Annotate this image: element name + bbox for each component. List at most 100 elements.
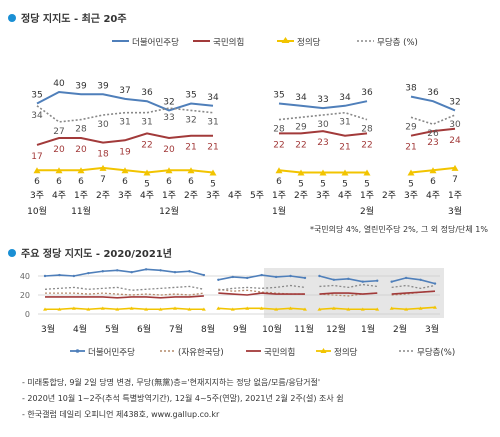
series2-point [346, 307, 351, 311]
series2-point [159, 269, 162, 272]
x-tick-label: 1주 [448, 190, 462, 201]
data-label: 32 [163, 97, 174, 107]
series2-point [433, 282, 437, 285]
series2-point [389, 306, 394, 310]
series2-point [246, 276, 249, 280]
data-point-marker [33, 167, 41, 174]
data-label: 31 [339, 118, 350, 128]
x-tick-label: 4주 [228, 190, 242, 201]
x-tick-label: 1주 [360, 190, 374, 201]
data-label: 22 [295, 140, 306, 150]
y-tick-label: 0 [25, 310, 30, 319]
legend-label: 무당층(%) [417, 347, 455, 358]
series2-line-2 [319, 292, 378, 295]
x-month-label: 4월 [73, 323, 87, 335]
data-point-marker [451, 164, 459, 171]
chart2-legend: 더불어민주당 (자유한국당) 국민의힘 정의당 무당층(%) [70, 347, 455, 358]
data-label: 23 [427, 138, 438, 148]
series2-point [187, 307, 192, 311]
legend-marker [281, 37, 290, 43]
series2-point [101, 270, 104, 273]
legend-label: 국민의힘 [213, 37, 244, 48]
x-tick-label: 2주 [96, 190, 110, 201]
y-tick-label: 40 [20, 272, 30, 281]
data-label: 31 [207, 118, 218, 128]
series2-point [202, 273, 206, 277]
x-month-label: 3월 [425, 323, 439, 335]
series2-point [129, 306, 134, 310]
data-label: 17 [31, 152, 42, 162]
x-month-label: 10월 [27, 205, 47, 217]
data-point-marker [77, 167, 85, 174]
data-label: 28 [273, 125, 285, 135]
series2-point [404, 276, 408, 280]
data-label: 30 [317, 120, 329, 130]
chart2-plot: 0 20 40 3월 4월 5월 6월 7월 8월 9월 10월 11월 12월 1월 2월 3월 [20, 268, 444, 335]
x-month-label: 6월 [137, 323, 151, 335]
legend-label: 더불어민주당 [132, 37, 179, 48]
data-label: 37 [119, 86, 130, 96]
series2-point [144, 307, 149, 311]
series2-point [230, 307, 235, 311]
data-label: 20 [75, 145, 87, 155]
x-month-label: 3월 [448, 205, 462, 217]
series2-point [361, 280, 364, 283]
series2-point [376, 279, 379, 282]
data-point-marker [99, 164, 107, 171]
series2-point [201, 307, 206, 311]
data-label: 24 [449, 136, 461, 146]
data-label: 26 [427, 129, 439, 139]
data-label: 39 [75, 81, 87, 91]
series2-point [259, 306, 264, 310]
legend-marker [320, 348, 327, 353]
series-line-3 [36, 105, 214, 123]
x-month-label: 7월 [169, 323, 183, 335]
series2-point [245, 306, 250, 310]
title-bullet-icon [8, 14, 16, 22]
series2-point [71, 306, 76, 310]
x-tick-label: 5주 [250, 190, 264, 201]
series-line-0 [410, 95, 456, 112]
data-label: 35 [31, 91, 42, 101]
data-label: 39 [97, 81, 109, 91]
legend-label: 정의당 [334, 347, 358, 358]
x-tick-label: 2주 [184, 190, 198, 201]
series2-point [390, 280, 393, 283]
data-label: 5 [408, 180, 414, 190]
data-point-marker [143, 169, 151, 176]
series2-point [216, 306, 221, 310]
data-label: 5 [144, 180, 150, 190]
series2-line-0 [44, 268, 205, 277]
series2-point [260, 273, 263, 277]
data-label: 27 [53, 127, 64, 137]
data-label: 20 [163, 145, 175, 155]
series2-point [231, 275, 234, 279]
data-label: 30 [449, 120, 461, 130]
data-label: 32 [185, 115, 196, 125]
note-2: - 2020년 10월 1~2주(추석 특별방역기간), 12월 4~5주(연말… [22, 393, 344, 403]
series2-point [318, 274, 321, 278]
data-point-marker [363, 169, 371, 176]
series2-line-2 [45, 295, 204, 299]
data-point-marker [121, 167, 129, 174]
series2-point [144, 268, 148, 271]
series2-point [115, 307, 120, 311]
y-tick-label: 20 [20, 291, 30, 300]
x-month-label: 5월 [105, 323, 119, 335]
data-label: 22 [361, 140, 372, 150]
data-label: 21 [405, 143, 416, 153]
x-tick-label: 3주 [316, 190, 330, 201]
data-point-marker [319, 169, 327, 176]
series2-point [303, 276, 307, 280]
x-month-label: 12월 [326, 323, 346, 335]
data-label: 36 [361, 88, 373, 98]
x-month-label: 1월 [272, 205, 286, 217]
series-line-1 [36, 132, 213, 146]
data-label: 19 [119, 147, 131, 157]
data-label: 7 [100, 175, 106, 185]
data-label: 34 [207, 93, 219, 103]
x-month-label: 10월 [262, 323, 282, 335]
data-label: 36 [427, 88, 439, 98]
series-line-0 [36, 90, 214, 112]
